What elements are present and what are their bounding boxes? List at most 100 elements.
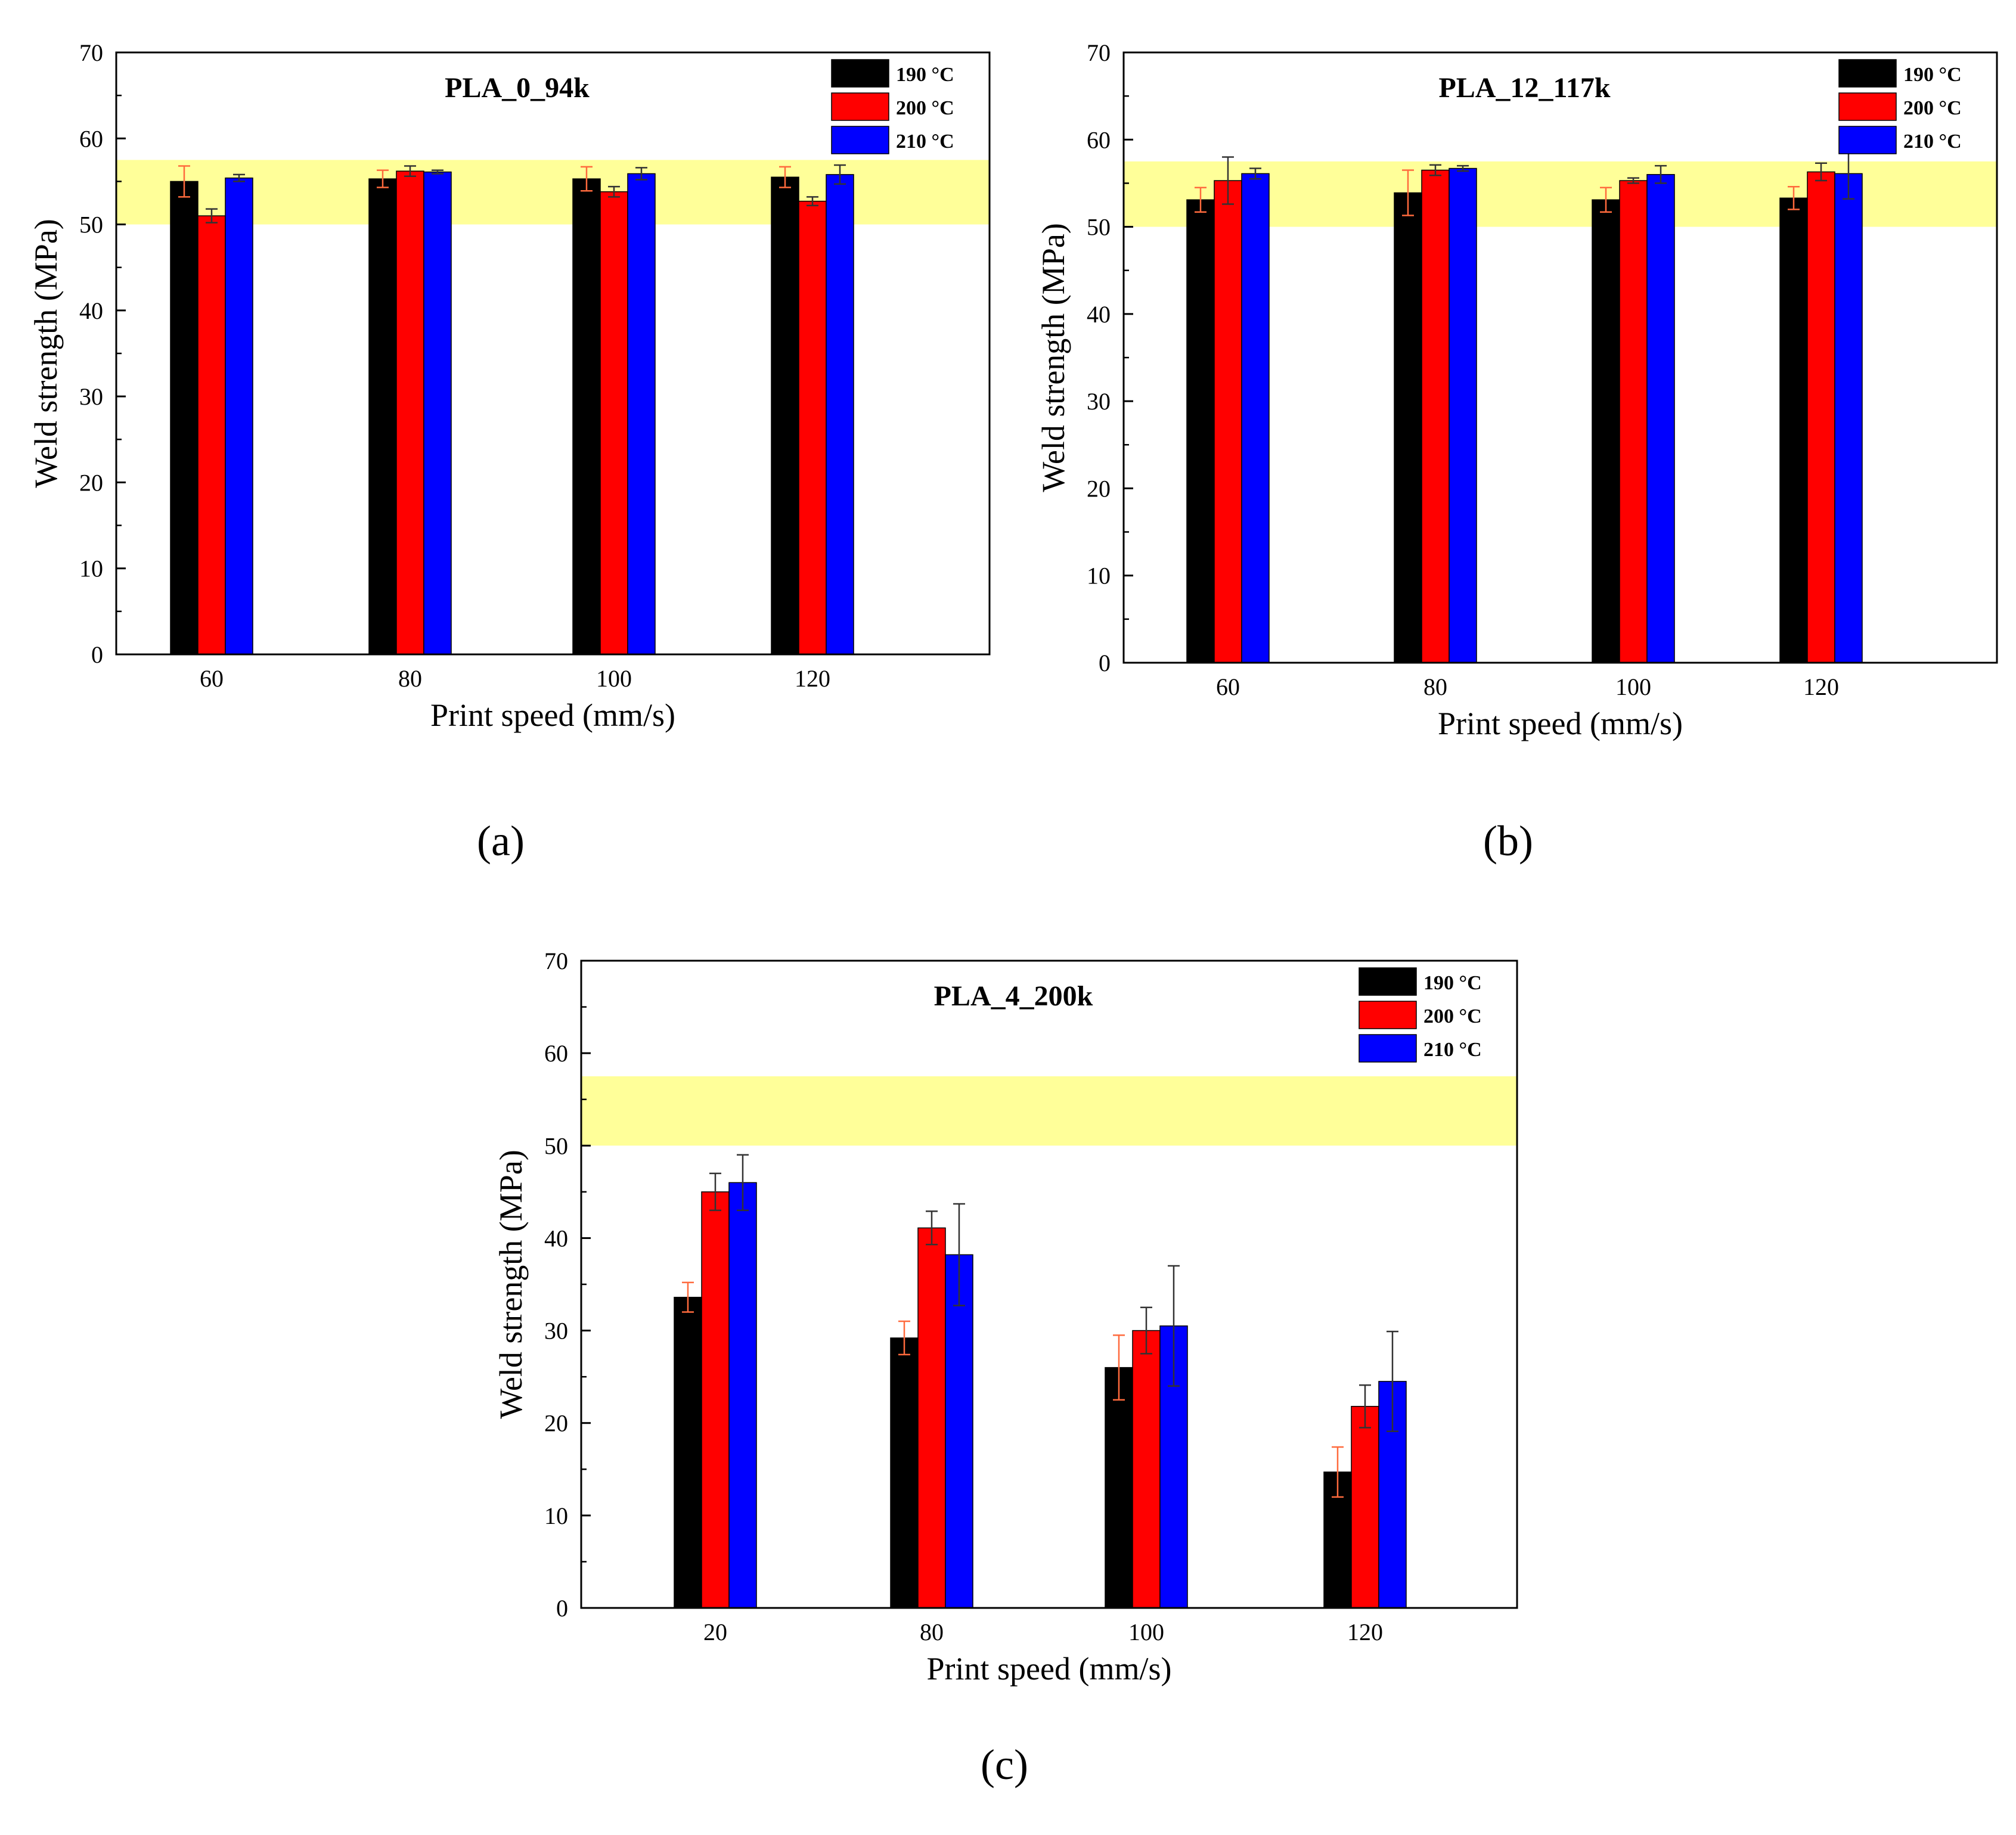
bar (170, 181, 199, 655)
y-tick-label: 40 (544, 1225, 568, 1252)
bar (701, 1191, 730, 1609)
y-tick-label: 60 (544, 1040, 568, 1067)
panel-label-b: (b) (1483, 817, 1533, 865)
legend-label: 190 °C (1903, 64, 1962, 86)
y-tick-label: 10 (1087, 563, 1111, 589)
bar (627, 173, 656, 655)
y-tick-label: 10 (79, 555, 103, 582)
panel-label-c: (c) (981, 1741, 1028, 1789)
bar (423, 171, 452, 655)
y-tick-label: 30 (544, 1318, 568, 1345)
x-axis-label: Print speed (mm/s) (1438, 706, 1683, 741)
legend-swatch (1838, 126, 1897, 154)
x-tick-label: 20 (703, 1619, 727, 1645)
y-tick-label: 30 (79, 383, 103, 410)
bar (1834, 173, 1863, 663)
y-tick-label: 60 (79, 125, 103, 152)
y-tick-label: 0 (556, 1595, 568, 1622)
legend-label: 210 °C (896, 131, 954, 153)
bar (197, 215, 226, 655)
y-tick-label: 20 (79, 469, 103, 496)
legend-label: 190 °C (1423, 972, 1482, 994)
x-tick-label: 80 (398, 665, 422, 692)
legend-swatch (831, 92, 889, 121)
bar (396, 170, 424, 655)
panel-label-a: (a) (477, 817, 525, 865)
x-tick-label: 100 (596, 665, 632, 692)
bar (572, 178, 601, 655)
y-tick-label: 30 (1087, 388, 1111, 415)
x-tick-label: 60 (200, 665, 224, 692)
y-tick-label: 0 (1099, 650, 1111, 676)
y-tick-label: 70 (1087, 39, 1111, 66)
legend-label: 200 °C (896, 97, 954, 119)
bar (826, 174, 854, 655)
bar (1241, 173, 1270, 663)
y-tick-label: 20 (1087, 475, 1111, 502)
y-tick-label: 40 (1087, 301, 1111, 328)
chart-panel-b: 0 10 20 30 40 50 60 70 60 80 100 120 Print speed (mm… (1007, 0, 2015, 865)
y-tick-label: 10 (544, 1502, 568, 1529)
bar (1186, 199, 1215, 663)
y-tick-label: 50 (1087, 214, 1111, 241)
x-tick-label: 80 (1423, 673, 1447, 700)
bar-chart-c: 0 10 20 30 40 50 60 70 20 80 100 120 Print speed (mm… (493, 948, 1518, 1687)
bar (368, 178, 397, 655)
x-tick-label: 100 (1615, 673, 1651, 700)
bar (1592, 199, 1620, 663)
x-axis-label: Print speed (mm/s) (430, 697, 675, 733)
chart-title: PLA_4_200k (934, 980, 1093, 1012)
legend-label: 210 °C (1423, 1039, 1482, 1061)
x-tick-label: 100 (1128, 1619, 1164, 1645)
y-tick-label: 50 (79, 212, 103, 238)
x-tick-label: 80 (920, 1619, 944, 1645)
y-tick-label: 20 (544, 1410, 568, 1437)
y-axis-label: Weld strength (MPa) (493, 1150, 529, 1419)
y-axis-label: Weld strength (MPa) (1035, 223, 1071, 492)
y-tick-label: 70 (544, 948, 568, 974)
bar (600, 191, 628, 655)
legend-swatch (1838, 59, 1897, 88)
y-tick-label: 0 (91, 641, 103, 668)
bar (1132, 1330, 1161, 1609)
bar (1449, 167, 1477, 663)
bar (1807, 171, 1835, 663)
bar (771, 176, 799, 655)
x-axis-label: Print speed (mm/s) (927, 1651, 1172, 1687)
y-tick-label: 60 (1087, 126, 1111, 153)
bar (1394, 192, 1422, 663)
legend-swatch (831, 59, 889, 88)
legend-swatch (1359, 1034, 1417, 1063)
bar (917, 1227, 946, 1609)
x-tick-label: 60 (1216, 673, 1240, 700)
reference-band (581, 1076, 1517, 1146)
bar (1646, 174, 1675, 663)
y-tick-label: 70 (79, 39, 103, 66)
y-tick-label: 50 (544, 1132, 568, 1159)
x-tick-label: 120 (1803, 673, 1839, 700)
chart-title: PLA_0_94k (445, 72, 590, 104)
bar (1779, 197, 1808, 663)
chart-panel-c: 0 10 20 30 40 50 60 70 20 80 100 120 Print speed (mm… (493, 912, 1518, 1789)
bar (1105, 1367, 1133, 1609)
x-tick-label: 120 (795, 665, 830, 692)
legend-label: 200 °C (1903, 97, 1962, 119)
legend-swatch (1359, 967, 1417, 996)
bar (728, 1182, 757, 1609)
bar (1351, 1406, 1379, 1609)
legend-label: 210 °C (1903, 131, 1962, 153)
bar (890, 1337, 919, 1609)
y-tick-label: 40 (79, 297, 103, 324)
bar (225, 177, 253, 655)
legend-label: 190 °C (896, 64, 954, 86)
chart-panel-a: 0 10 20 30 40 50 60 70 60 80 100 120 Print speed (mm… (0, 0, 1007, 865)
bar (945, 1254, 973, 1609)
bar (1619, 180, 1648, 663)
legend-label: 200 °C (1423, 1005, 1482, 1027)
chart-title: PLA_12_117k (1438, 72, 1610, 104)
legend-swatch (1359, 1001, 1417, 1029)
bar-chart-a: 0 10 20 30 40 50 60 70 60 80 100 120 Print speed (mm… (28, 39, 991, 733)
bar (1421, 169, 1450, 663)
legend-swatch (1838, 92, 1897, 121)
bar-chart-b: 0 10 20 30 40 50 60 70 60 80 100 120 Print speed (mm… (1035, 39, 1998, 741)
